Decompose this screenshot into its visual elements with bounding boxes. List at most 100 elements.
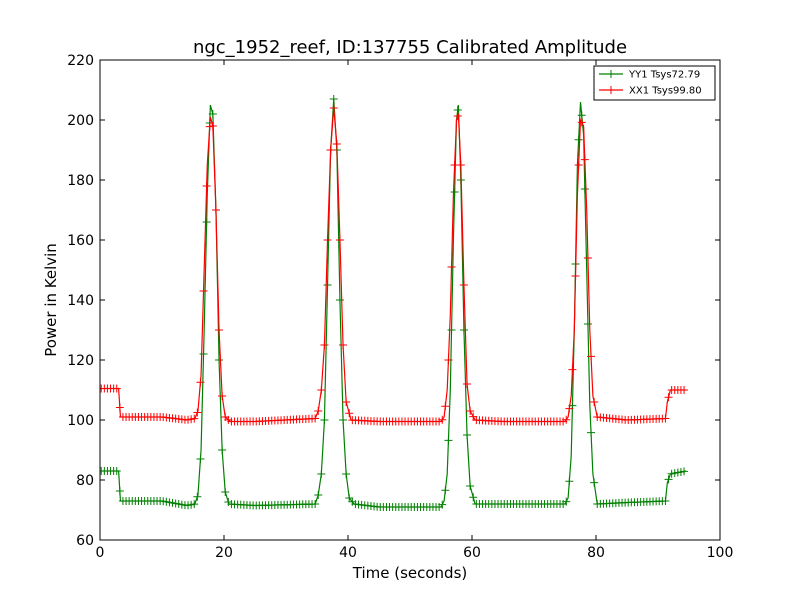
series-1-point-150 <box>562 415 571 424</box>
series-1-point-155 <box>577 118 586 127</box>
series-1-point-69 <box>311 414 320 423</box>
series-0-point-78 <box>339 416 348 424</box>
series-0-point-33 <box>199 350 208 358</box>
series-1-point-71 <box>317 386 326 394</box>
y-tick-label-2: 100 <box>67 413 94 429</box>
series-1-point-38 <box>215 326 224 334</box>
series-0-point-79 <box>342 470 351 478</box>
series-layer <box>100 95 689 511</box>
series-0 <box>100 95 689 511</box>
series-0-point-112 <box>444 436 453 445</box>
series-0-point-188 <box>680 467 689 476</box>
series-1-point-156 <box>580 155 589 164</box>
series-0-point-39 <box>218 446 227 454</box>
x-tick-label-0: 0 <box>96 545 105 561</box>
series-0-point-113 <box>447 326 456 334</box>
series-0-point-118 <box>463 431 472 439</box>
y-tick-label-8: 220 <box>67 53 94 69</box>
series-1-point-151 <box>565 404 574 413</box>
series-1 <box>100 104 689 426</box>
series-0-point-117 <box>459 326 468 334</box>
series-0-point-183 <box>664 475 673 484</box>
y-tick-label-5: 160 <box>67 233 94 249</box>
series-1-point-70 <box>314 407 323 415</box>
series-0-point-32 <box>196 455 205 463</box>
legend-marker-0 <box>607 70 615 78</box>
series-1-point-157 <box>583 254 592 262</box>
series-0-point-69 <box>311 500 320 508</box>
y-axis-label: Power in Kelvin <box>42 243 60 357</box>
legend-label-1: XX1 Tsys99.80 <box>629 86 702 97</box>
series-1-point-78 <box>339 341 348 349</box>
x-axis-label: Time (seconds) <box>352 564 468 582</box>
series-1-point-34 <box>202 182 211 190</box>
series-1-point-75 <box>329 104 338 112</box>
x-tick-label-4: 80 <box>587 545 605 561</box>
series-1-point-152 <box>568 365 577 374</box>
series-1-point-154 <box>574 161 583 169</box>
series-1-point-74 <box>326 146 335 154</box>
x-tick-label-5: 100 <box>707 545 734 561</box>
series-0-point-34 <box>202 218 211 226</box>
series-1-point-6 <box>115 403 124 412</box>
series-1-point-159 <box>590 398 599 406</box>
series-1-point-39 <box>218 392 227 400</box>
chart-title: ngc_1952_reef, ID:137755 Calibrated Ampl… <box>193 37 627 58</box>
x-tick-label-3: 60 <box>463 545 481 561</box>
series-1-point-76 <box>332 140 341 148</box>
legend-items: YY1 Tsys72.79 XX1 Tsys99.80 <box>599 70 702 97</box>
legend-box <box>593 65 716 101</box>
legend-label-0: YY1 Tsys72.79 <box>628 70 700 81</box>
series-1-point-113 <box>447 263 456 271</box>
series-1-point-110 <box>438 415 447 424</box>
series-0-point-70 <box>314 491 323 499</box>
series-1-point-72 <box>320 341 329 349</box>
series-0-point-72 <box>320 416 329 424</box>
series-1-point-115 <box>453 112 462 120</box>
series-1-point-37 <box>211 206 220 214</box>
series-1-point-118 <box>463 380 472 388</box>
series-0-point-114 <box>450 188 459 196</box>
axes-frame <box>99 59 721 541</box>
series-1-point-73 <box>323 236 332 244</box>
plot-area: 0 20 40 60 80 100 60 80 100 120 140 160 180 200 220 <box>67 53 733 561</box>
series-1-point-36 <box>208 122 217 130</box>
series-0-point-36 <box>208 110 217 118</box>
y-tick-label-0: 60 <box>76 533 94 549</box>
series-1-point-80 <box>345 409 354 418</box>
ticks-layer: 0 20 40 60 80 100 60 80 100 120 140 160 180 200 220 <box>67 53 733 561</box>
series-0-point-157 <box>583 320 592 328</box>
series-1-point-116 <box>456 161 465 169</box>
series-0-point-159 <box>590 478 599 487</box>
series-0-point-5 <box>112 467 121 475</box>
series-0-point-110 <box>438 500 447 509</box>
series-0-point-30 <box>190 500 199 509</box>
x-tick-label-2: 40 <box>339 545 357 561</box>
series-1-point-77 <box>335 236 344 244</box>
series-1-point-31 <box>193 408 202 417</box>
series-0-point-77 <box>335 296 344 304</box>
series-1-point-188 <box>680 386 689 394</box>
y-tick-label-1: 80 <box>76 473 94 489</box>
series-0-point-73 <box>323 281 332 289</box>
series-0-point-182 <box>661 497 670 505</box>
x-tick-label-1: 20 <box>215 545 233 561</box>
series-0-point-119 <box>466 482 475 490</box>
series-0-point-151 <box>565 477 574 486</box>
series-1-point-183 <box>664 393 673 402</box>
series-1-point-111 <box>441 402 450 411</box>
series-0-point-156 <box>580 185 589 193</box>
series-1-point-32 <box>196 378 205 387</box>
series-1-point-112 <box>444 356 453 364</box>
series-1-point-182 <box>661 414 670 423</box>
series-1-point-119 <box>466 407 475 415</box>
series-0-point-154 <box>574 135 583 144</box>
series-1-point-158 <box>587 352 596 361</box>
y-tick-label-6: 180 <box>67 173 94 189</box>
series-0-point-6 <box>115 487 124 495</box>
series-0-point-40 <box>221 488 230 496</box>
series-0-point-71 <box>317 470 326 478</box>
series-0-point-31 <box>193 492 202 501</box>
y-tick-label-4: 140 <box>67 293 94 309</box>
